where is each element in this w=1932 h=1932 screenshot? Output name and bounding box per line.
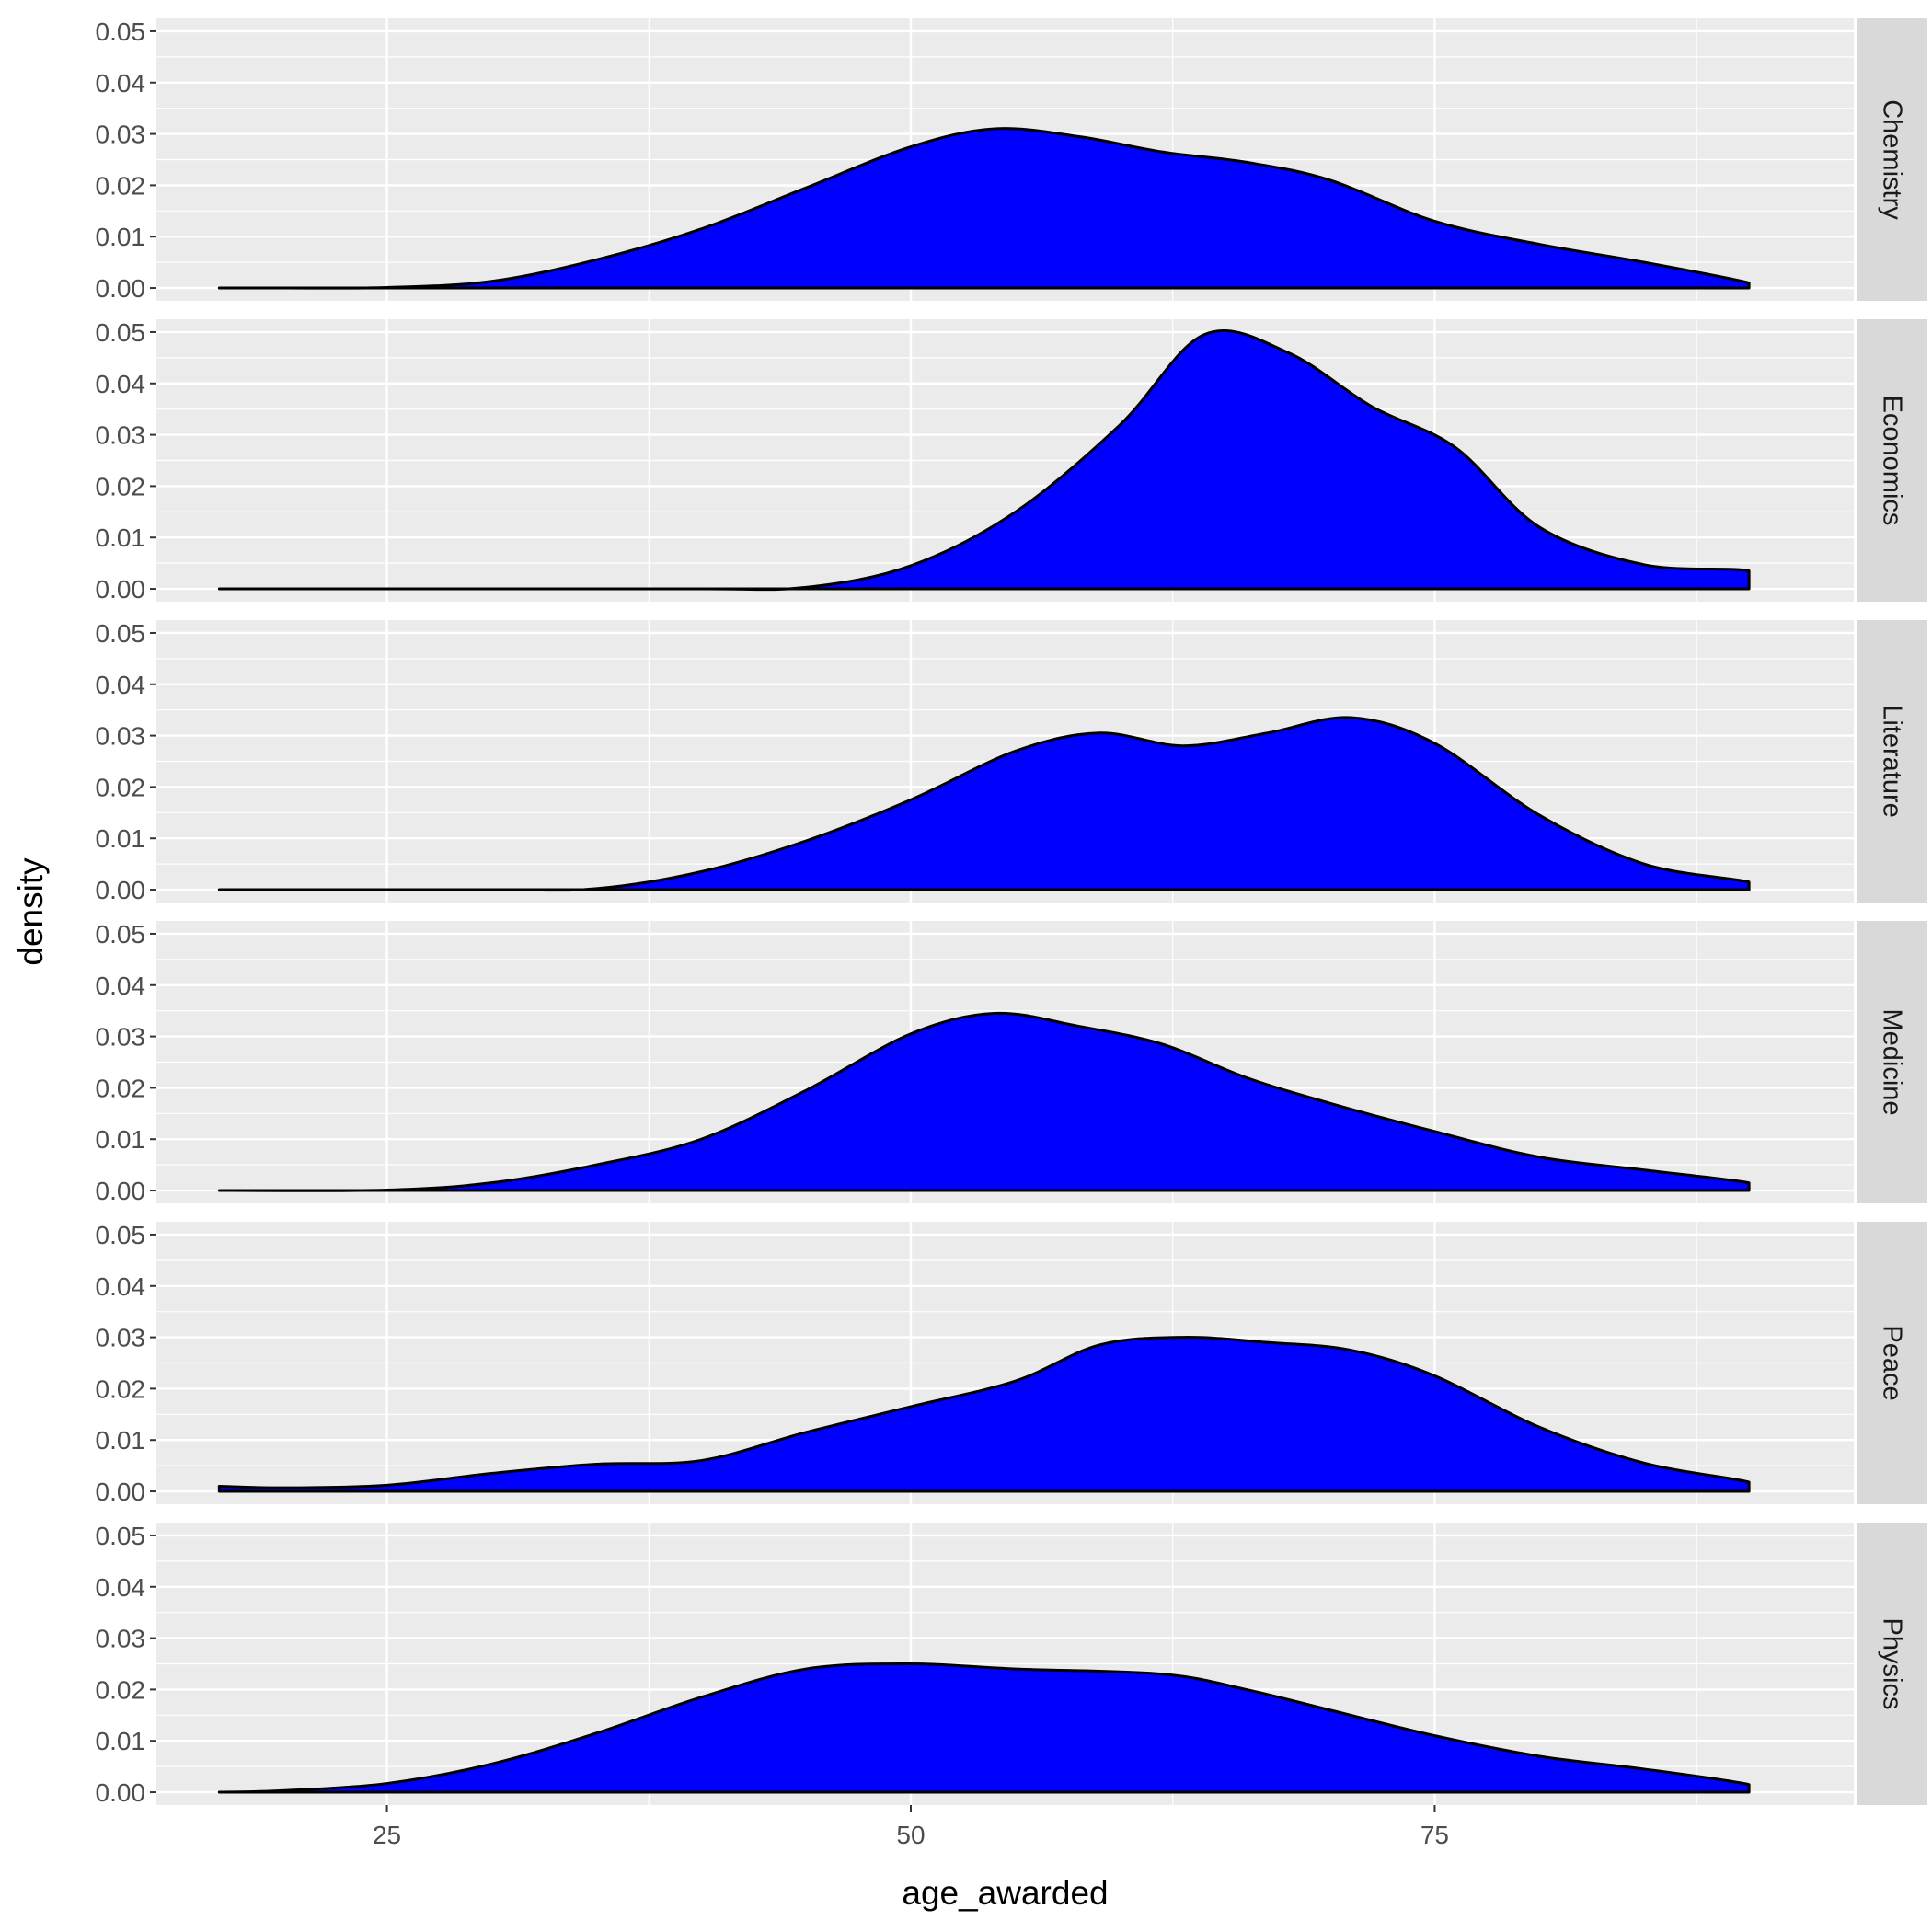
density-area-peace <box>217 1336 1751 1493</box>
x-axis-title: age_awarded <box>902 1874 1108 1912</box>
facet-panels: 0.000.010.020.030.040.05Chemistry0.000.0… <box>96 17 1927 1807</box>
x-tick-label: 50 <box>896 1821 925 1849</box>
y-tick-label: 0.05 <box>96 318 146 347</box>
y-tick-label: 0.00 <box>96 575 146 604</box>
y-tick-label: 0.05 <box>96 619 146 648</box>
y-tick-label: 0.04 <box>96 1272 146 1301</box>
facet-label: Peace <box>1878 1325 1907 1400</box>
y-tick-label: 0.01 <box>96 1125 146 1154</box>
y-tick-label: 0.02 <box>96 1074 146 1102</box>
density-area-physics <box>217 1662 1751 1794</box>
density-area-economics <box>217 329 1751 592</box>
facet-label: Medicine <box>1878 1008 1907 1115</box>
y-tick-label: 0.05 <box>96 17 146 46</box>
y-tick-label: 0.01 <box>96 223 146 251</box>
y-tick-label: 0.02 <box>96 1374 146 1403</box>
y-tick-label: 0.02 <box>96 773 146 801</box>
facet-strip <box>1857 319 1927 602</box>
x-axis: 25 50 75 <box>373 1805 1449 1849</box>
facet-panel-chemistry: 0.00 0.01 0.02 0.03 0.04 0.05 Chemistry <box>96 17 1927 303</box>
y-tick-label: 0.01 <box>96 824 146 853</box>
facet-label: Economics <box>1878 396 1907 526</box>
y-tick-label: 0.03 <box>96 722 146 751</box>
y-tick-label: 0.04 <box>96 1573 146 1602</box>
y-tick-label: 0.01 <box>96 1727 146 1755</box>
y-tick-label: 0.04 <box>96 370 146 398</box>
facet-strip <box>1857 1523 1927 1805</box>
density-area-literature <box>217 716 1751 892</box>
y-tick-label: 0.04 <box>96 671 146 699</box>
y-tick-label: 0.04 <box>96 972 146 1000</box>
density-area-medicine <box>217 1011 1751 1192</box>
y-tick-label: 0.03 <box>96 1324 146 1352</box>
density-area-chemistry <box>217 127 1751 290</box>
facet-label: Chemistry <box>1878 99 1907 220</box>
y-tick-label: 0.00 <box>96 1177 146 1205</box>
y-tick-label: 0.01 <box>96 1426 146 1455</box>
facet-label: Literature <box>1878 705 1907 818</box>
x-tick-label: 75 <box>1420 1821 1449 1849</box>
facet-panel-medicine: 0.00 0.01 0.02 0.03 0.04 0.05 Medicine <box>96 920 1927 1205</box>
facet-label: Physics <box>1878 1618 1907 1710</box>
y-tick-label: 0.02 <box>96 1675 146 1704</box>
facet-panel-economics: 0.00 0.01 0.02 0.03 0.04 0.05 Economics <box>96 318 1927 604</box>
y-axis-title: density <box>12 857 50 966</box>
facet-panel-literature: 0.00 0.01 0.02 0.03 0.04 0.05 Literature <box>96 619 1927 904</box>
y-tick-label: 0.05 <box>96 1221 146 1249</box>
y-tick-label: 0.01 <box>96 523 146 552</box>
y-tick-label: 0.03 <box>96 121 146 149</box>
x-tick-label: 25 <box>373 1821 401 1849</box>
y-tick-label: 0.05 <box>96 1522 146 1550</box>
facet-strip <box>1857 921 1927 1203</box>
y-tick-label: 0.04 <box>96 69 146 98</box>
y-tick-label: 0.05 <box>96 920 146 949</box>
y-tick-label: 0.00 <box>96 1478 146 1506</box>
facet-strip <box>1857 18 1927 301</box>
facet-panel-peace: 0.00 0.01 0.02 0.03 0.04 0.05 Peace <box>96 1221 1927 1506</box>
facet-panel-physics: 0.00 0.01 0.02 0.03 0.04 0.05 Physics <box>96 1522 1927 1807</box>
y-tick-label: 0.00 <box>96 876 146 904</box>
y-tick-label: 0.00 <box>96 274 146 303</box>
facet-strip <box>1857 1222 1927 1504</box>
facet-strip <box>1857 620 1927 903</box>
y-tick-label: 0.02 <box>96 472 146 500</box>
y-tick-label: 0.03 <box>96 1625 146 1653</box>
y-tick-label: 0.03 <box>96 1023 146 1052</box>
y-tick-label: 0.02 <box>96 171 146 200</box>
y-tick-label: 0.03 <box>96 421 146 450</box>
y-tick-label: 0.00 <box>96 1778 146 1807</box>
